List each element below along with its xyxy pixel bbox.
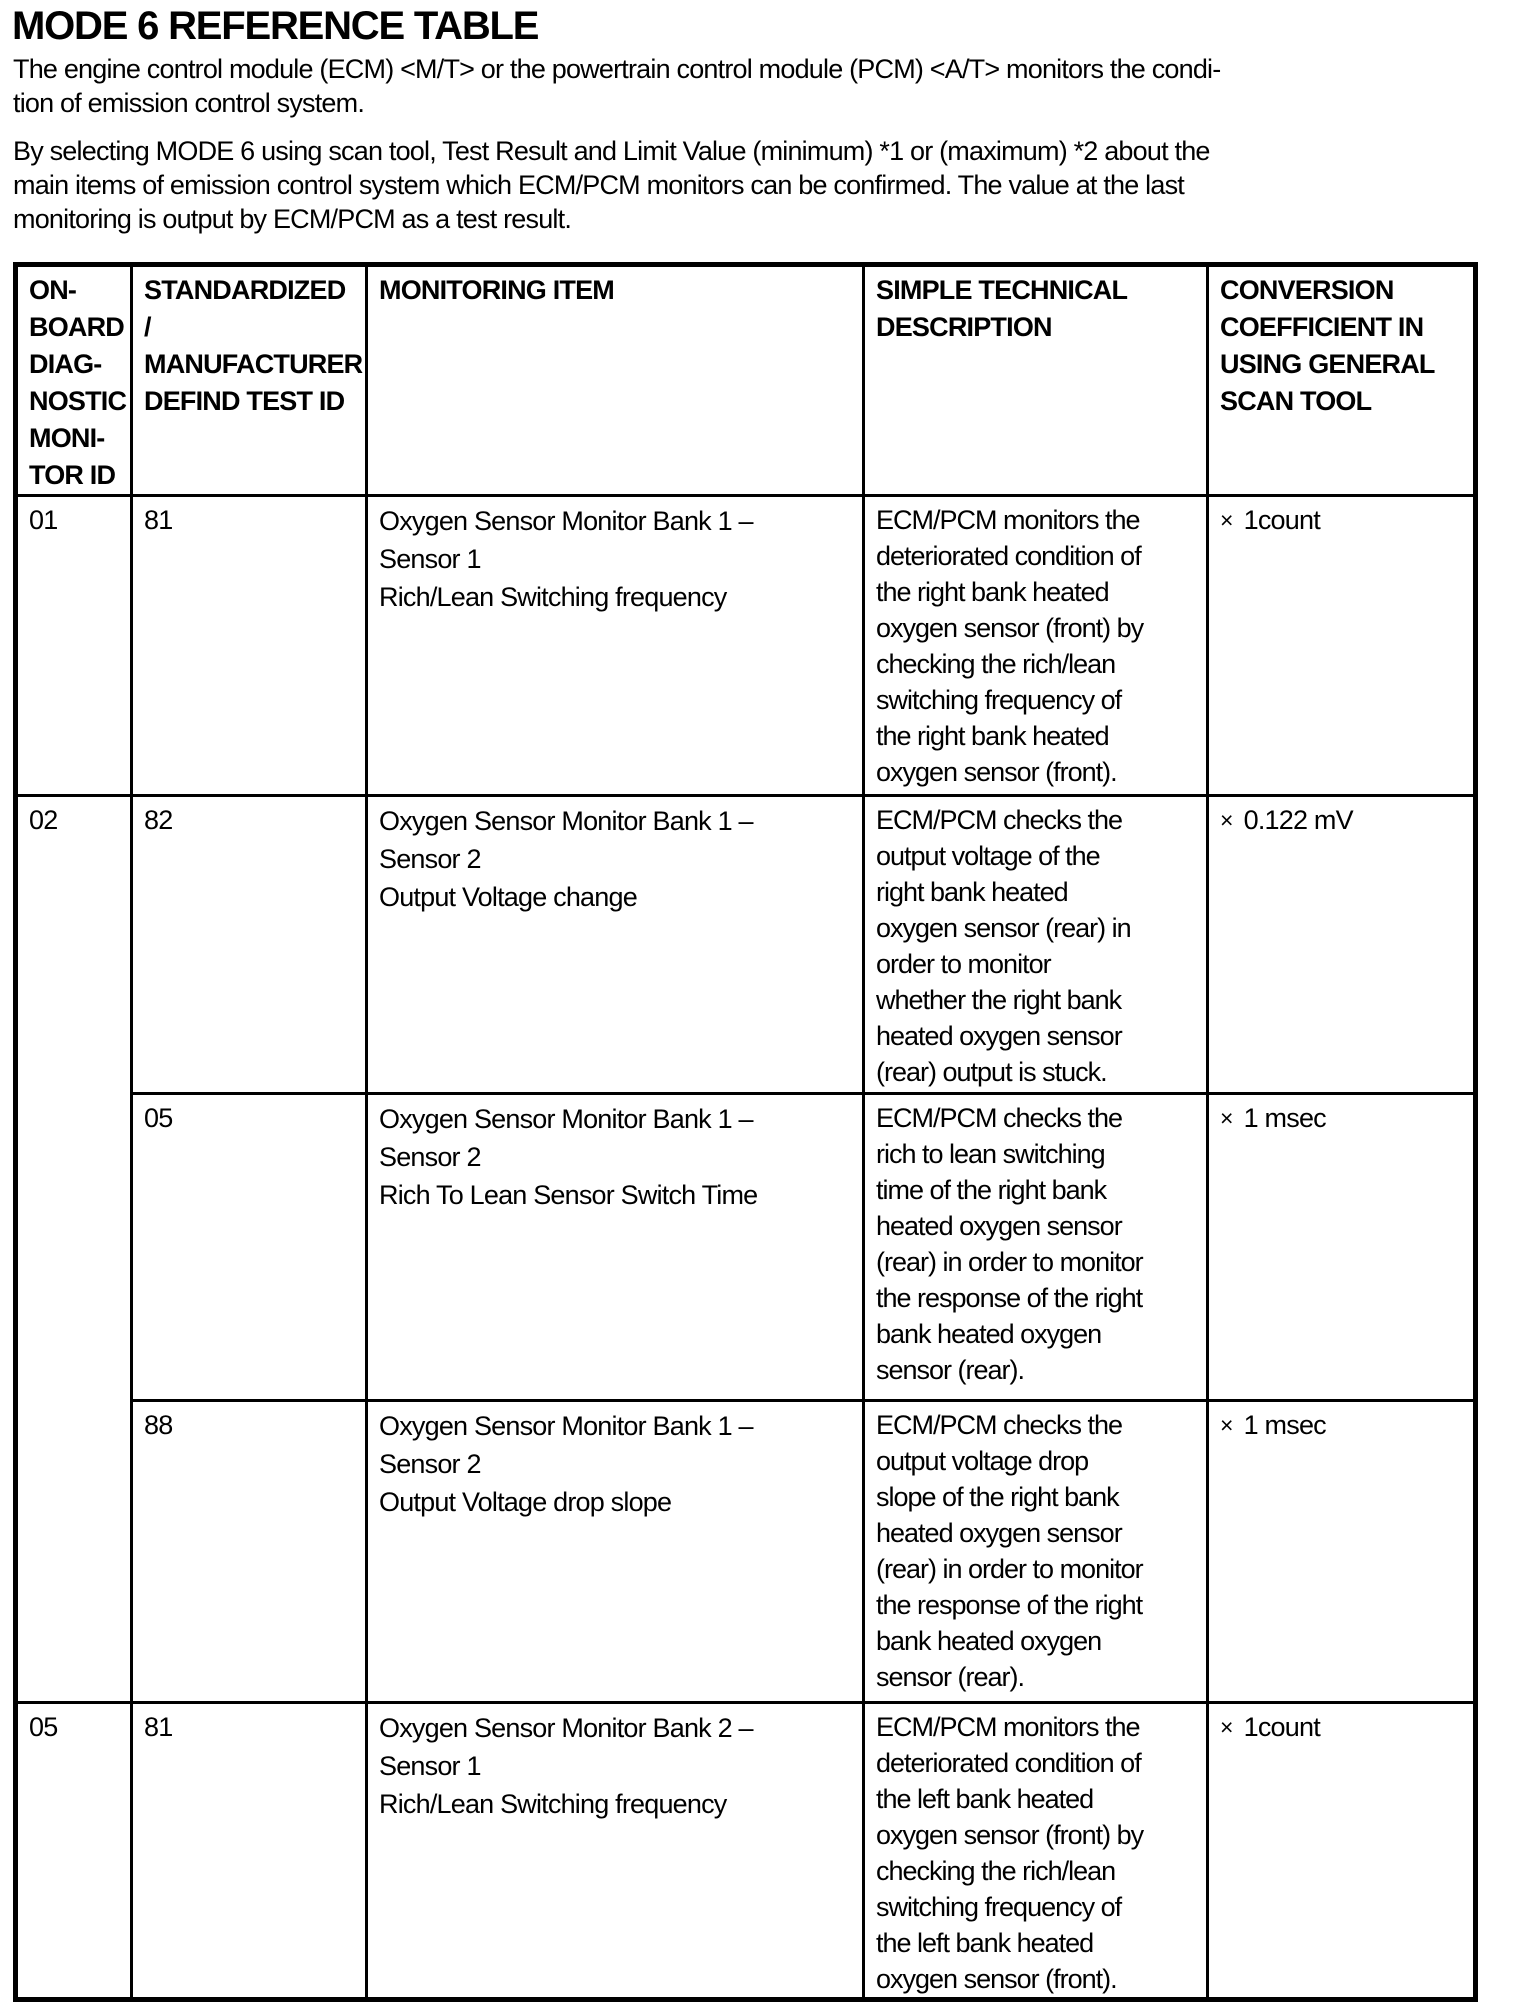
cell-description: ECM/PCM checks the output voltage drop s… xyxy=(862,1399,1209,1704)
conversion-value: 1count xyxy=(1243,505,1321,535)
cell-conversion: × 1count xyxy=(1206,1701,1477,2001)
column-header-monitoring-item: MONITORING ITEM xyxy=(365,263,865,497)
page-title: MODE 6 REFERENCE TABLE xyxy=(12,4,539,48)
column-header-conversion: CONVERSION COEFFICIENT IN USING GENERAL … xyxy=(1206,263,1477,497)
intro-paragraph-2: By selecting MODE 6 using scan tool, Tes… xyxy=(13,136,1210,234)
cell-test-id: 81 xyxy=(130,1701,368,2001)
cell-description: ECM/PCM monitors the deteriorated condit… xyxy=(862,494,1209,797)
cell-conversion: × 0.122 mV xyxy=(1206,794,1477,1095)
table-row: 05 Oxygen Sensor Monitor Bank 1 – Sensor… xyxy=(16,1092,1477,1402)
cell-monitoring-item: Oxygen Sensor Monitor Bank 1 – Sensor 2 … xyxy=(365,1092,865,1402)
column-header-test-id: STANDARDIZED / MANUFACTURER DEFIND TEST … xyxy=(130,263,368,497)
table-row: 02 82 Oxygen Sensor Monitor Bank 1 – Sen… xyxy=(14,794,1477,1704)
table-row: 01 81 Oxygen Sensor Monitor Bank 1 – Sen… xyxy=(14,494,1477,797)
table-row: 05 81 Oxygen Sensor Monitor Bank 2 – Sen… xyxy=(14,1701,1477,2001)
cell-monitoring-item: Oxygen Sensor Monitor Bank 1 – Sensor 2 … xyxy=(365,794,865,1095)
column-header-monitor-id: ON- BOARD DIAG- NOSTIC MONI- TOR ID xyxy=(14,263,133,497)
column-header-description: SIMPLE TECHNICAL DESCRIPTION xyxy=(862,263,1209,497)
cell-conversion: × 1 msec xyxy=(1206,1092,1477,1402)
conversion-value: 1count xyxy=(1243,1712,1321,1742)
cell-description: ECM/PCM monitors the deteriorated condit… xyxy=(862,1701,1209,2001)
multiply-icon: × xyxy=(1220,1105,1233,1131)
cell-monitoring-item: Oxygen Sensor Monitor Bank 2 – Sensor 1 … xyxy=(365,1701,865,2001)
cell-test-id: 81 xyxy=(130,494,368,797)
cell-monitor-id: 05 xyxy=(14,1701,133,2001)
multiply-icon: × xyxy=(1220,1714,1233,1740)
cell-description: ECM/PCM checks the output voltage of the… xyxy=(862,794,1209,1095)
cell-conversion: × 1count xyxy=(1206,494,1477,797)
cell-monitor-id: 02 xyxy=(14,794,133,1704)
table-header-row: ON- BOARD DIAG- NOSTIC MONI- TOR ID STAN… xyxy=(14,263,1477,497)
cell-monitoring-item: Oxygen Sensor Monitor Bank 1 – Sensor 1 … xyxy=(365,494,865,797)
conversion-value: 1 msec xyxy=(1243,1103,1327,1133)
intro-paragraph-1: The engine control module (ECM) <M/T> or… xyxy=(13,54,1221,118)
multiply-icon: × xyxy=(1220,507,1233,533)
cell-description: ECM/PCM checks the rich to lean switchin… xyxy=(862,1092,1209,1402)
multiply-icon: × xyxy=(1220,1412,1233,1438)
mode6-reference-table: ON- BOARD DIAG- NOSTIC MONI- TOR ID STAN… xyxy=(13,262,1478,2002)
conversion-value: 0.122 mV xyxy=(1243,805,1354,835)
conversion-value: 1 msec xyxy=(1243,1410,1327,1440)
multiply-icon: × xyxy=(1220,807,1233,833)
table-row: 88 Oxygen Sensor Monitor Bank 1 – Sensor… xyxy=(16,1399,1477,1704)
cell-monitor-id: 01 xyxy=(14,494,133,797)
cell-conversion: × 1 msec xyxy=(1206,1399,1477,1704)
cell-test-id: 82 xyxy=(130,794,368,1095)
cell-test-id: 05 xyxy=(130,1092,368,1402)
cell-monitoring-item: Oxygen Sensor Monitor Bank 1 – Sensor 2 … xyxy=(365,1399,865,1704)
cell-test-id: 88 xyxy=(130,1399,368,1704)
